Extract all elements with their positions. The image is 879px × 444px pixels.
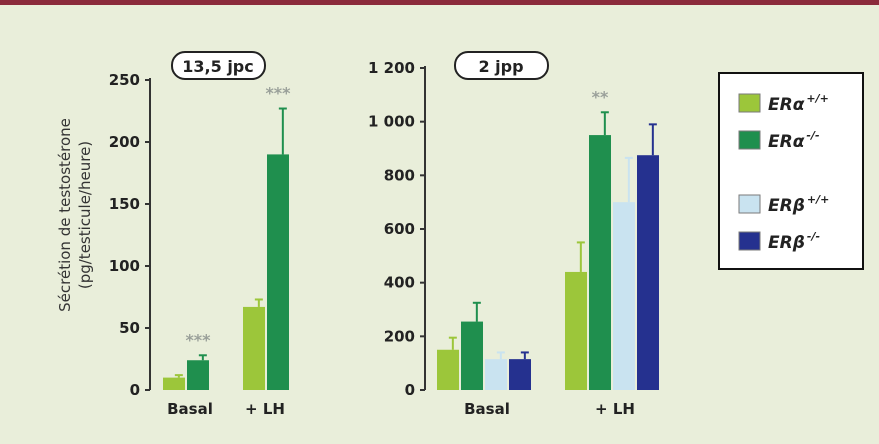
significance-marker: ** xyxy=(592,87,609,106)
y-tick-label: 250 xyxy=(109,71,140,89)
y-tick-label: 600 xyxy=(384,220,415,238)
panel-2-title-text: 2 jpp xyxy=(478,57,523,76)
panel-1-title: 13,5 jpc xyxy=(171,51,266,80)
panel-1-title-text: 13,5 jpc xyxy=(182,57,253,76)
bar-era_ko-basal xyxy=(187,360,209,390)
panel-1-title-box xyxy=(171,51,266,80)
top-border xyxy=(0,0,879,5)
legend-swatch-era_wt xyxy=(738,93,761,113)
significance-marker: *** xyxy=(185,330,211,349)
y-tick-label: 50 xyxy=(119,319,140,337)
y-tick-label: 150 xyxy=(109,195,140,213)
category-label: Basal xyxy=(167,400,213,418)
bar-era_wt-basal xyxy=(163,377,185,390)
bar-erb_wt-basal xyxy=(485,359,507,390)
y-tick-label: 0 xyxy=(130,381,140,399)
panel-2-title: 2 jpp xyxy=(454,51,549,80)
bar-erb_wt-lh xyxy=(613,202,635,390)
bar-era_wt-basal xyxy=(437,349,459,390)
bar-era_ko-basal xyxy=(461,321,483,390)
y-axis-label-line-2: (pg/testicule/heure) xyxy=(76,141,94,289)
bar-era_wt-lh xyxy=(565,271,587,390)
bar-era_ko-lh xyxy=(589,135,611,390)
legend-swatch-era_ko xyxy=(738,130,761,150)
legend-swatch-erb_ko xyxy=(738,231,761,251)
panel-2: 0 200 400 600 800 1 000 1 200 Basal ** + LH xyxy=(368,59,659,418)
category-label: Basal xyxy=(464,400,510,418)
bar-era_wt-lh xyxy=(243,306,265,390)
category-label: + LH xyxy=(245,400,285,418)
y-tick-label: 200 xyxy=(109,133,140,151)
panel-1: 0 50 100 150 200 250 *** Basal *** + LH xyxy=(109,71,291,418)
bar-era_ko-lh xyxy=(267,154,289,390)
y-tick-label: 1 000 xyxy=(368,113,415,131)
y-tick-label: 400 xyxy=(384,274,415,292)
y-tick-label: 0 xyxy=(405,381,415,399)
panel-2-title-box xyxy=(454,51,549,80)
significance-marker: *** xyxy=(265,84,291,103)
y-tick-label: 200 xyxy=(384,327,415,345)
bar-erb_ko-basal xyxy=(509,359,531,390)
legend-swatch-erb_wt xyxy=(738,194,761,214)
bar-erb_ko-lh xyxy=(637,155,659,390)
y-tick-label: 1 200 xyxy=(368,59,415,77)
y-tick-label: 100 xyxy=(109,257,140,275)
y-axis-label-line-1: Sécrétion de testostérone xyxy=(56,118,74,312)
y-tick-label: 800 xyxy=(384,166,415,184)
category-label: + LH xyxy=(595,400,635,418)
